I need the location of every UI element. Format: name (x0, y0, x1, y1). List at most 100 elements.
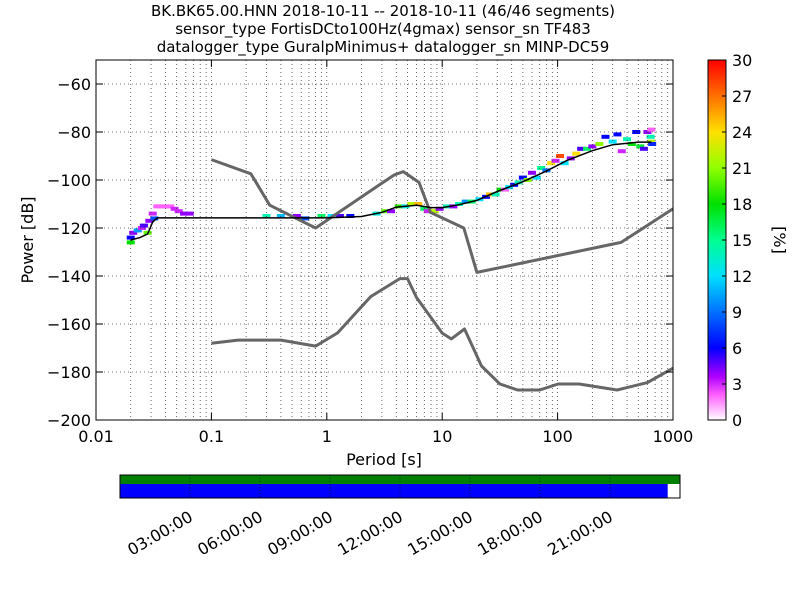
psd-cell (547, 161, 556, 166)
noise-model-low (211, 277, 674, 392)
psd-cell (126, 240, 135, 245)
y-axis: −200 −180 −160 −140 −120 −100 −80 −60 (47, 75, 673, 430)
psd-cell (133, 228, 142, 233)
psd-cell (613, 132, 622, 137)
psd-cell (139, 223, 148, 228)
psd-cell (647, 139, 656, 144)
y-tick-label: −180 (47, 363, 91, 382)
x-tick-label: 100 (542, 427, 573, 446)
colorbar-tick-label: 18 (732, 195, 752, 214)
colorbar-tick-label: 9 (732, 303, 742, 322)
colorbar-tick-label: 15 (732, 231, 752, 250)
x-tick-label: 0.1 (199, 427, 224, 446)
title-line-3: datalogger_type GuralpMinimus+ datalogge… (157, 38, 610, 57)
y-tick-label: −80 (57, 123, 91, 142)
coverage-panel: 03:00:0006:00:0009:00:0012:00:0015:00:00… (119, 474, 681, 559)
y-axis-label: Power [dB] (18, 196, 37, 283)
psd-cell (126, 235, 135, 240)
coverage-psd-bar (120, 475, 680, 484)
psd-cell (601, 134, 610, 139)
psd-cell (430, 209, 439, 214)
coverage-time-label: 15:00:00 (404, 507, 476, 559)
psd-cell (386, 209, 395, 214)
y-tick-label: −120 (47, 219, 91, 238)
psd-cell (648, 142, 657, 146)
psd-cell (636, 144, 645, 149)
title-line-1: BK.BK65.00.HNN 2018-10-11 -- 2018-10-11 … (151, 2, 615, 20)
psd-cell (174, 209, 183, 214)
colorbar-tick-label: 3 (732, 375, 742, 394)
psd-cell (150, 216, 159, 221)
y-tick-label: −100 (47, 171, 91, 190)
psd-cell (583, 146, 592, 151)
psd-cell (560, 161, 569, 166)
title-line-2: sensor_type FortisDCto100Hz(4gmax) senso… (175, 20, 591, 39)
psd-cell (161, 204, 170, 209)
psd-cell (623, 137, 632, 142)
plot-frame (95, 59, 674, 421)
psd-cell (577, 146, 586, 151)
psd-cell (518, 175, 527, 180)
psd-cell (156, 204, 165, 209)
psd-cell (423, 209, 432, 214)
psd-cell (335, 214, 344, 218)
colorbar-tick-label: 27 (732, 87, 752, 106)
colorbar-tick-label: 30 (732, 51, 752, 70)
y-tick-label: −200 (47, 411, 91, 430)
psd-cell (129, 230, 138, 235)
plot-grid (96, 60, 673, 420)
x-tick-label: 1000 (653, 427, 694, 446)
psd-cell (572, 151, 581, 156)
psd-cell (647, 127, 656, 132)
psd-cell (185, 211, 194, 216)
psd-cell (407, 202, 416, 206)
colorbar-label: [%] (770, 226, 789, 254)
coverage-time-label: 06:00:00 (194, 507, 266, 559)
psd-cell (491, 192, 500, 197)
colorbar-tick-label: 12 (732, 267, 752, 286)
psd-cell (414, 202, 423, 206)
psd-cell (551, 158, 560, 163)
y-tick-label: −140 (47, 267, 91, 286)
psd-cell (646, 134, 655, 139)
psd-cell (435, 206, 444, 211)
psd-cell (180, 211, 189, 216)
noise-models (210, 158, 674, 392)
colorbar-tick-label: 6 (732, 339, 742, 358)
psd-cell (292, 214, 301, 218)
psd-cell (166, 204, 175, 209)
psd-cell (532, 175, 541, 180)
x-tick-label: 0.01 (78, 427, 114, 446)
psd-cell (148, 211, 157, 216)
psd-cell (346, 214, 355, 218)
coverage-time-label: 18:00:00 (474, 507, 546, 559)
psd-cell (595, 142, 604, 146)
coverage-time-label: 09:00:00 (264, 507, 336, 559)
psd-cell (627, 142, 636, 146)
coverage-time-label: 03:00:00 (124, 507, 196, 559)
x-tick-label: 10 (432, 427, 452, 446)
coverage-time-label: 21:00:00 (544, 507, 616, 559)
psd-cell (170, 206, 179, 211)
psd-histogram (126, 127, 657, 245)
psd-cell (588, 144, 597, 149)
colorbar-tick-label: 0 (732, 411, 742, 430)
colorbar-ticks: 0 3 6 9 12 15 18 21 24 27 30 (722, 51, 752, 430)
psd-cell (137, 226, 146, 230)
psd-cell (500, 187, 509, 192)
coverage-time-label: 12:00:00 (334, 507, 406, 559)
x-tick-label: 1 (322, 427, 332, 446)
psd-cell (608, 139, 617, 144)
psd-cell (145, 218, 154, 223)
colorbar-tick-label: 21 (732, 159, 752, 178)
y-tick-label: −160 (47, 315, 91, 334)
mode-line (130, 141, 652, 241)
coverage-data-bar (120, 484, 668, 498)
colorbar-tick-label: 24 (732, 123, 752, 142)
mode-curve (130, 141, 652, 241)
psd-cell (556, 154, 565, 158)
psd-cell (617, 149, 626, 154)
psd-cell (639, 146, 648, 151)
